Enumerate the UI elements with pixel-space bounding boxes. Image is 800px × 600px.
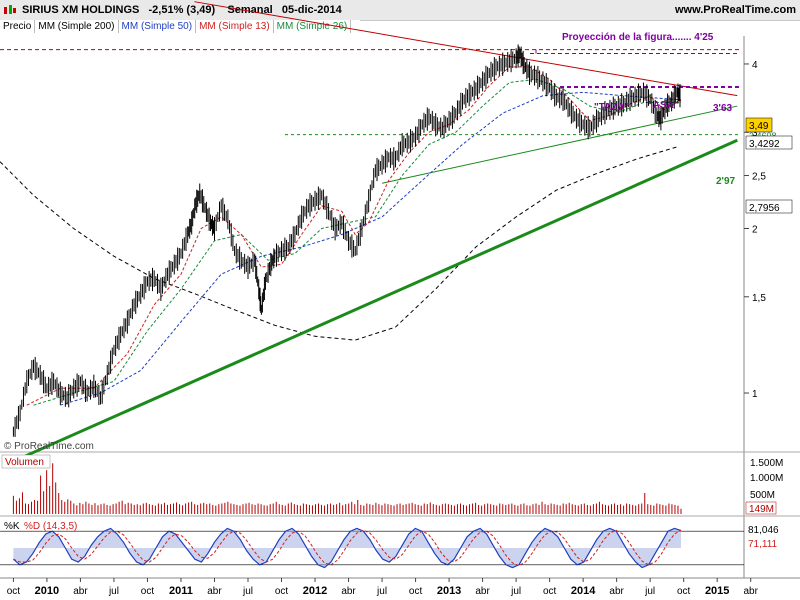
x-tick-label: 2015 bbox=[705, 585, 729, 597]
x-tick-label: jul bbox=[108, 586, 119, 597]
stochastic-lines bbox=[0, 527, 744, 569]
legend-ma50[interactable]: MM (Simple 50) bbox=[119, 20, 197, 33]
taza-label: "TAZA" bbox=[594, 102, 630, 113]
y-tick-label: 3 bbox=[752, 128, 758, 139]
legend-ma200[interactable]: MM (Simple 200) bbox=[35, 20, 119, 33]
volume-label-box bbox=[1, 454, 51, 469]
ma26-path bbox=[33, 78, 681, 406]
ma13-value-label: 3,4292 bbox=[749, 139, 780, 150]
x-tick-label: oct bbox=[7, 586, 21, 597]
x-tick-label: oct bbox=[543, 586, 557, 597]
support-main-line bbox=[12, 138, 738, 463]
ma200-path bbox=[0, 146, 678, 341]
stoch-k-label: %K bbox=[4, 521, 20, 532]
stoch-k-value: 81,046 bbox=[748, 525, 779, 536]
x-tick-label: abr bbox=[73, 586, 88, 597]
price-axis-ticks: 1 1,5 2 2,5 3 4 bbox=[744, 60, 766, 400]
y-tick-label: 4 bbox=[752, 60, 758, 71]
ma50-value-box bbox=[745, 199, 793, 214]
x-tick-label: abr bbox=[609, 586, 624, 597]
date: 05-dic-2014 bbox=[281, 4, 342, 16]
last-price-box bbox=[745, 117, 773, 133]
stoch-d-label: %D (14,3,5) bbox=[24, 521, 77, 532]
candle-logo-icon bbox=[4, 5, 16, 14]
volume-tick-500: 500M bbox=[750, 490, 775, 501]
legend-price[interactable]: Precio bbox=[0, 20, 36, 33]
horizontal-levels bbox=[0, 49, 740, 136]
x-tick-label: 2014 bbox=[571, 585, 596, 597]
volume-tick-1500: 1.500M bbox=[750, 458, 783, 469]
stoch-k-area bbox=[13, 528, 681, 568]
volume-bars bbox=[12, 463, 682, 514]
legend-ma13[interactable]: MM (Simple 13) bbox=[196, 20, 274, 33]
ma200-line bbox=[0, 146, 678, 341]
ma13-path bbox=[26, 66, 682, 406]
indicator-legend: Precio MM (Simple 200) MM (Simple 50) MM (S… bbox=[0, 20, 360, 35]
x-tick-label: abr bbox=[341, 586, 356, 597]
stoch-k-line bbox=[13, 527, 682, 569]
y-tick-label: 2 bbox=[752, 224, 758, 235]
price-change: -2,51% (3,49) bbox=[148, 4, 216, 16]
x-tick-label: jul bbox=[376, 586, 387, 597]
support-secondary-line bbox=[381, 105, 738, 184]
x-tick-label: jul bbox=[510, 586, 521, 597]
legend-ma26[interactable]: MM (Simple 26) bbox=[274, 20, 352, 33]
x-tick-label: jul bbox=[242, 586, 253, 597]
trendlines bbox=[12, 1, 738, 463]
y-tick-label: 1 bbox=[752, 389, 758, 400]
level-363-label: 3'63 bbox=[713, 103, 733, 114]
x-tick-label: 2011 bbox=[169, 585, 193, 597]
chart-title-line: SIRIUS XM HOLDINGS -2,51% (3,49) Semanal… bbox=[22, 4, 342, 16]
x-tick-label: oct bbox=[141, 586, 155, 597]
stoch-d-value: 71,111 bbox=[748, 539, 778, 550]
x-tick-label: abr bbox=[207, 586, 222, 597]
ma26-line bbox=[33, 78, 681, 406]
x-tick-label: oct bbox=[677, 586, 691, 597]
projection-label: Proyección de la figura....... 4'25 bbox=[562, 32, 714, 43]
x-tick-label: abr bbox=[475, 586, 490, 597]
volume-tick-1000: 1.000M bbox=[750, 473, 783, 484]
x-tick-label: 2012 bbox=[303, 585, 327, 597]
watermark: © ProRealTime.com bbox=[4, 441, 94, 452]
ma13-line bbox=[26, 66, 682, 406]
x-tick-label: abr bbox=[743, 586, 758, 597]
ma50-value-label: 2,7956 bbox=[749, 203, 780, 214]
volume-label: Volumen bbox=[5, 457, 44, 468]
level-297-label: 2'97 bbox=[716, 176, 736, 187]
x-tick-label: jul bbox=[644, 586, 655, 597]
time-axis-ticks: oct 2010 abr jul oct 2011 abr jul oct 2012 abr jul o… bbox=[7, 578, 759, 597]
asa-label: "ASA" bbox=[648, 100, 679, 111]
x-tick-label: oct bbox=[409, 586, 423, 597]
resistance-line bbox=[194, 1, 738, 97]
volume-last-box bbox=[745, 501, 777, 515]
volume-last-label: 149M bbox=[749, 504, 774, 515]
price-series bbox=[12, 44, 681, 437]
y-tick-label: 1,5 bbox=[752, 293, 766, 304]
y-tick-label: 2,5 bbox=[752, 172, 766, 183]
instrument-name: SIRIUS XM HOLDINGS bbox=[22, 4, 140, 16]
last-price-label: 3,49 bbox=[749, 121, 769, 132]
ma13-value-box bbox=[745, 135, 793, 150]
axis-frames bbox=[0, 36, 800, 579]
x-tick-label: 2010 bbox=[35, 585, 59, 597]
x-tick-label: 2013 bbox=[437, 585, 461, 597]
stoch-d-line bbox=[13, 529, 682, 567]
site-url[interactable]: www.ProRealTime.com bbox=[674, 4, 796, 16]
x-tick-label: oct bbox=[275, 586, 289, 597]
chart-header: SIRIUS XM HOLDINGS -2,51% (3,49) Semanal… bbox=[0, 0, 800, 21]
